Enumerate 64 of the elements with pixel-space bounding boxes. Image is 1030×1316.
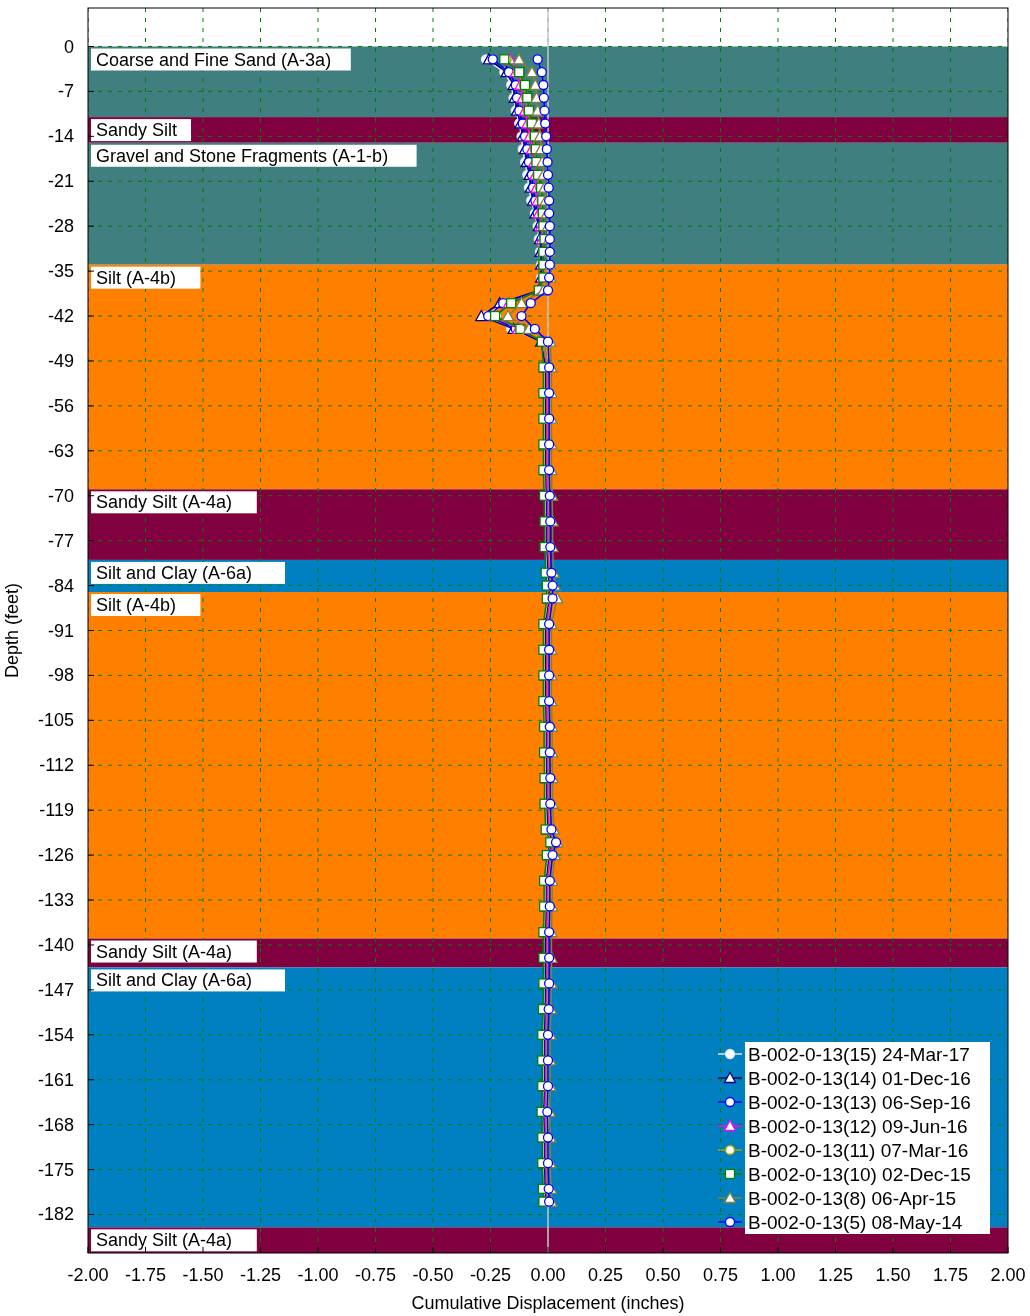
x-tick-label: -2.00 [67,1265,109,1285]
x-tick-label: 0.75 [702,1265,739,1285]
x-tick-label: 1.25 [817,1265,854,1285]
y-tick-label: -182 [37,1204,74,1225]
x-tick-label: -0.50 [412,1265,454,1285]
band-label: Coarse and Fine Sand (A-3a) [96,49,332,70]
band-label: Silt and Clay (A-6a) [96,562,253,583]
x-tick-label: 2.00 [990,1265,1026,1285]
band-label: Sandy Silt (A-4a) [96,941,233,962]
x-axis-title: Cumulative Displacement (inches) [411,1293,685,1313]
y-tick-label: -133 [37,890,74,911]
y-tick-label: -175 [37,1159,74,1180]
y-tick-label: -42 [47,306,74,327]
band-label: Sandy Silt [96,120,178,141]
x-tick-label: 0.50 [645,1265,681,1285]
x-tick-label: -1.75 [124,1265,167,1285]
legend-label: B-002-0-13(13) 06-Sep-16 [748,1092,971,1113]
x-tick-label: -0.75 [354,1265,397,1285]
legend-label: B-002-0-13(8) 06-Apr-15 [748,1188,957,1209]
y-tick-label: -140 [37,934,74,955]
x-tick-label: -1.50 [182,1265,224,1285]
band-label: Silt (A-4b) [96,594,177,615]
y-tick-label: -119 [39,800,74,821]
legend-label: B-002-0-13(11) 07-Mar-16 [748,1140,969,1161]
y-tick-label: -154 [37,1024,74,1045]
band-label: Sandy Silt (A-4a) [96,1230,233,1251]
y-tick-label: -105 [37,710,74,731]
y-tick-label: 0 [63,36,74,57]
x-tick-label: 1.50 [875,1265,911,1285]
y-tick-label: -84 [47,575,74,596]
y-tick-label: -14 [47,126,74,147]
y-tick-label: -7 [57,81,74,102]
legend-label: B-002-0-13(14) 01-Dec-16 [748,1068,971,1089]
y-tick-label: -28 [47,216,74,237]
y-tick-label: -49 [47,350,74,371]
legend-label: B-002-0-13(12) 09-Jun-16 [748,1116,968,1137]
band-label: Gravel and Stone Fragments (A-1-b) [96,145,389,166]
x-tick-label: 0.25 [587,1265,624,1285]
y-tick-label: -98 [47,665,74,686]
y-tick-label: -56 [47,395,74,416]
band-label: Sandy Silt (A-4a) [96,492,233,513]
x-tick-label: -1.00 [297,1265,339,1285]
y-tick-label: -126 [37,845,74,866]
x-tick-label: -1.25 [239,1265,282,1285]
y-tick-label: -21 [47,171,74,192]
y-tick-label: -91 [47,620,74,641]
y-tick-label: -70 [47,485,74,506]
legend-label: B-002-0-13(5) 08-May-14 [748,1212,963,1233]
y-axis-title: Depth (feet) [2,582,22,679]
legend-label: B-002-0-13(15) 24-Mar-17 [748,1044,970,1065]
x-tick-label: 1.00 [760,1265,796,1285]
y-tick-label: -112 [39,755,74,776]
band-label: Silt and Clay (A-6a) [96,970,253,991]
x-tick-label: 0.00 [530,1265,566,1285]
y-tick-label: -77 [47,530,74,551]
band-label: Silt (A-4b) [96,267,177,288]
x-tick-label: 1.75 [932,1265,969,1285]
y-tick-label: -161 [37,1069,74,1090]
y-tick-label: -147 [37,979,74,1000]
legend-label: B-002-0-13(10) 02-Dec-15 [748,1164,971,1185]
y-tick-label: -63 [47,440,74,461]
x-tick-label: -0.25 [469,1265,512,1285]
y-tick-label: -35 [47,261,74,282]
y-tick-label: -168 [37,1114,74,1135]
